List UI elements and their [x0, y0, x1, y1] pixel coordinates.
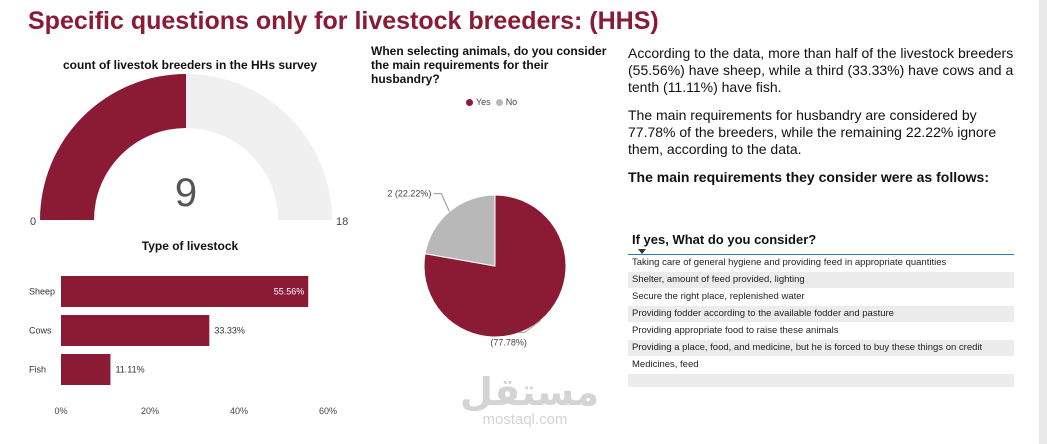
table-row: Providing a place, food, and medicine, b… [628, 340, 1014, 357]
pie-slice-no [424, 194, 496, 267]
legend-dot-yes [466, 98, 473, 106]
table-row: Medicines, feed [628, 357, 1014, 374]
pie-chart: 7(77.78%) 2 (22.22%) [387, 189, 567, 347]
gauge-max-label: 18 [336, 216, 348, 228]
pie-leader-line [433, 193, 450, 212]
sort-descending-icon[interactable] [638, 249, 646, 254]
table-row: Providing appropriate food to raise thes… [628, 323, 1014, 340]
summary-paragraph-livestock: According to the data, more than half of… [628, 45, 1014, 95]
summary-text: According to the data, more than half of… [628, 45, 1023, 197]
gauge-chart: 9 0 18 [30, 74, 348, 228]
table-row: Shelter, amount of feed provided, lighti… [628, 272, 1014, 289]
bar-chart: Sheep 55.56% Cows 33.33% Fish 11.11% 0% 20% 40% 6… [29, 276, 337, 416]
legend-label-yes: Yes [476, 97, 491, 107]
gauge-value-arc [40, 74, 186, 220]
summary-paragraph-heading: The main requirements they consider were… [628, 169, 989, 185]
bar-data-label: 11.11% [115, 365, 144, 375]
summary-paragraph-requirements: The main requirements for husbandry are … [628, 107, 997, 157]
gauge-title: count of livestok breeders in the HHs su… [62, 58, 318, 72]
gauge-min-label: 0 [30, 216, 36, 228]
bar-fish [61, 354, 111, 385]
watermark-arabic: مستقل [460, 370, 599, 414]
legend-label-no: No [505, 97, 518, 107]
bar-category-label: Cows [29, 326, 52, 336]
pie-legend: Yes No [466, 97, 517, 107]
table-row: Providing fodder according to the availa… [628, 306, 1014, 323]
bar-category-label: Sheep [29, 287, 55, 297]
bar-data-label: 33.33% [214, 326, 245, 336]
pie-data-label-yes-percent: (77.78%) [490, 337, 527, 347]
gauge-value-label: 9 [175, 171, 197, 215]
pie-data-label-no: 2 (22.22%) [387, 189, 431, 199]
legend-dot-no [495, 98, 503, 106]
x-tick-label: 40% [230, 406, 248, 416]
requirements-table: If yes, What do you consider? Taking car… [628, 232, 1014, 388]
x-tick-label: 20% [141, 406, 159, 416]
table-header-rule [628, 254, 1014, 255]
x-tick-label: 60% [319, 406, 337, 416]
table-row-empty [628, 374, 1014, 388]
table-body: Taking care of general hygiene and provi… [628, 255, 1014, 388]
pie-leader-line [518, 319, 541, 333]
bar-sheep [61, 276, 309, 307]
table-header[interactable]: If yes, What do you consider? [628, 232, 1014, 254]
page-title: Specific questions only for livestock br… [28, 7, 659, 35]
watermark-latin: mostaql.com [482, 411, 568, 428]
pie-data-label-yes: 7 [506, 326, 511, 336]
bar-cows [61, 315, 210, 346]
x-tick-label: 0% [54, 406, 67, 416]
pie-chart-title: When selecting animals, do you consider … [371, 44, 607, 86]
table-header-label: If yes, What do you consider? [632, 232, 817, 247]
bar-data-label: 55.56% [274, 287, 305, 297]
table-row: Secure the right place, replenished wate… [628, 289, 1014, 306]
table-row: Taking care of general hygiene and provi… [628, 255, 1014, 272]
bar-category-label: Fish [29, 365, 46, 375]
watermark-logo: مستقل mostaql.com [460, 370, 599, 428]
bar-chart-title: Type of livestock [141, 239, 239, 253]
